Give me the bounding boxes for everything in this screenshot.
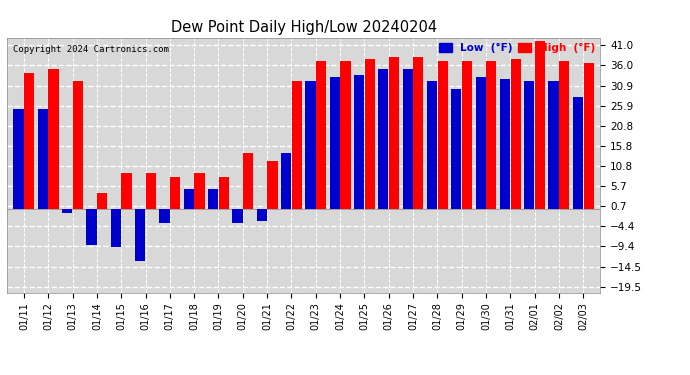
Bar [486, 62, 497, 209]
Bar [364, 59, 375, 209]
Bar [462, 62, 472, 209]
Bar [48, 69, 59, 209]
Bar [402, 69, 413, 209]
Bar [73, 81, 83, 209]
Bar [86, 209, 97, 245]
Bar [219, 177, 229, 209]
Bar [475, 77, 486, 209]
Bar [195, 173, 205, 209]
Bar [437, 62, 448, 209]
Bar [38, 109, 48, 209]
Bar [233, 209, 243, 223]
Bar [146, 173, 156, 209]
Bar [427, 81, 437, 209]
Bar [389, 57, 400, 209]
Bar [159, 209, 170, 223]
Bar [354, 75, 364, 209]
Bar [413, 57, 424, 209]
Bar [340, 62, 351, 209]
Legend: Low  (°F), High  (°F): Low (°F), High (°F) [435, 39, 599, 57]
Text: Copyright 2024 Cartronics.com: Copyright 2024 Cartronics.com [13, 45, 169, 54]
Bar [584, 63, 593, 209]
Bar [257, 209, 267, 221]
Bar [573, 97, 583, 209]
Bar [62, 209, 72, 213]
Bar [559, 62, 569, 209]
Bar [500, 80, 510, 209]
Bar [243, 153, 253, 209]
Bar [524, 81, 534, 209]
Bar [305, 81, 315, 209]
Bar [267, 161, 277, 209]
Bar [316, 62, 326, 209]
Bar [24, 74, 34, 209]
Bar [14, 109, 23, 209]
Bar [378, 69, 388, 209]
Bar [135, 209, 146, 261]
Title: Dew Point Daily High/Low 20240204: Dew Point Daily High/Low 20240204 [170, 20, 437, 35]
Bar [549, 81, 559, 209]
Bar [121, 173, 132, 209]
Bar [511, 59, 521, 209]
Bar [97, 193, 108, 209]
Bar [281, 153, 291, 209]
Bar [535, 42, 545, 209]
Bar [208, 189, 218, 209]
Bar [451, 89, 462, 209]
Bar [292, 81, 302, 209]
Bar [184, 189, 194, 209]
Bar [330, 77, 340, 209]
Bar [170, 177, 180, 209]
Bar [111, 209, 121, 247]
